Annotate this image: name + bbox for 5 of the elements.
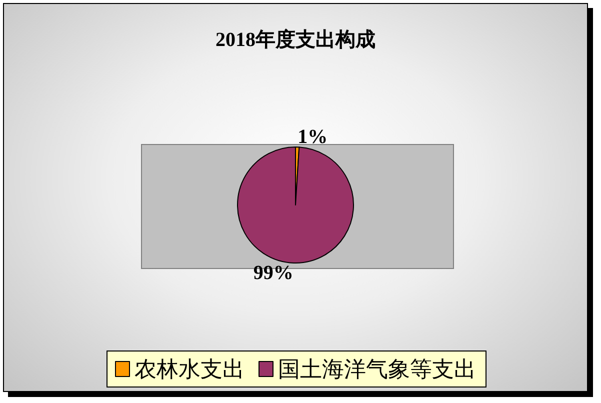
data-label: 99% [253,262,294,284]
data-label: 1% [298,126,328,148]
legend-label: 农林水支出 [134,356,244,382]
chart-title: 2018年度支出构成 [216,28,376,51]
legend-label: 国土海洋气象等支出 [278,356,476,382]
